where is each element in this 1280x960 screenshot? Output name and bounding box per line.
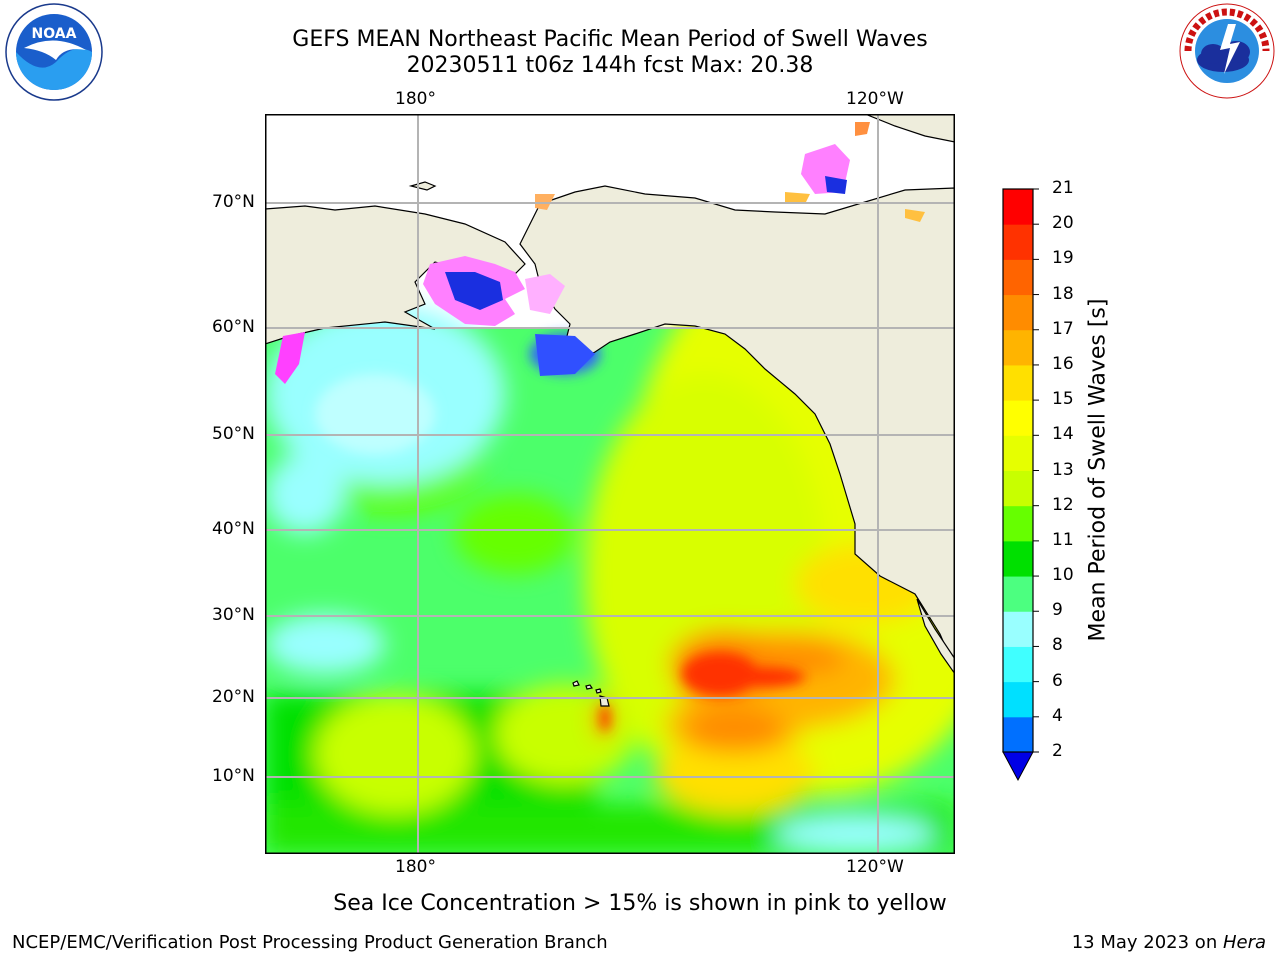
- sea-ice: [275, 122, 925, 384]
- colorbar-tick-labels: 2 4 6 8 9 10 11 12 13 14 15 16 17 18 19 20 21: [1052, 178, 1092, 790]
- colorbar-band: [1003, 505, 1033, 542]
- noaa-logo-text: NOAA: [32, 26, 77, 42]
- colorbar-band: [1003, 646, 1033, 683]
- colorbar-band: [1003, 364, 1033, 401]
- colorbar-tick-label: 15: [1052, 389, 1074, 410]
- map-frame: [265, 114, 955, 854]
- colorbar-band: [1003, 540, 1033, 577]
- colorbar-band: [1003, 576, 1033, 612]
- lat-label-30n: 30°N: [212, 605, 255, 625]
- colorbar-band: [1003, 329, 1033, 366]
- colorbar: [995, 180, 1055, 790]
- colorbar-tick-label: 21: [1052, 178, 1074, 198]
- colorbar-tick-label: 14: [1052, 424, 1074, 445]
- footer-date: 13 May 2023 on: [1071, 932, 1223, 953]
- colorbar-band: [1003, 435, 1033, 471]
- colorbar-title: Mean Period of Swell Waves [s]: [1085, 298, 1111, 642]
- colorbar-tick-label: 6: [1052, 670, 1063, 691]
- colorbar-extend-triangle: [1002, 751, 1034, 782]
- map-svg: [265, 114, 955, 854]
- colorbar-band: [1003, 259, 1033, 296]
- lon-label-bottom-120w: 120°W: [846, 857, 904, 877]
- colorbar-band: [1003, 716, 1033, 753]
- colorbar-tick-label: 19: [1052, 248, 1074, 269]
- colorbar-tick-label: 2: [1052, 741, 1063, 761]
- chart-subtitle: 20230511 t06z 144h fcst Max: 20.38: [406, 53, 814, 78]
- map-panel: [265, 114, 955, 854]
- colorbar-tick-label: 16: [1052, 353, 1074, 374]
- colorbar-band: [1003, 294, 1033, 331]
- lon-label-top-120w: 120°W: [846, 89, 904, 109]
- colorbar-tick-label: 10: [1052, 565, 1074, 586]
- lat-label-10n: 10°N: [212, 766, 255, 786]
- colorbar-svg: [1002, 188, 1039, 782]
- colorbar-tick-label: 11: [1052, 529, 1074, 550]
- colorbar-tick-label: 8: [1052, 635, 1063, 656]
- colorbar-band: [1003, 681, 1033, 718]
- colorbar-tick-label: 17: [1052, 318, 1074, 339]
- colorbar-tick-label: 13: [1052, 459, 1074, 480]
- colorbar-tick-label: 9: [1052, 600, 1063, 621]
- colorbar-band: [1003, 189, 1033, 225]
- colorbar-tick-label: 4: [1052, 705, 1063, 726]
- nws-logo: [1178, 2, 1276, 100]
- footer-right: 13 May 2023 on Hera: [1072, 932, 1266, 953]
- colorbar-band: [1003, 400, 1033, 436]
- sea-ice-caption: Sea Ice Concentration > 15% is shown in …: [333, 891, 947, 916]
- lat-label-20n: 20°N: [212, 687, 255, 707]
- lon-label-top-180: 180°: [395, 89, 436, 109]
- land: [265, 114, 955, 707]
- colorbar-tick-label: 12: [1052, 494, 1074, 515]
- footer-machine: Hera: [1222, 932, 1266, 953]
- noaa-logo: NOAA: [4, 2, 104, 102]
- footer-left: NCEP/EMC/Verification Post Processing Pr…: [12, 932, 608, 953]
- colorbar-band: [1003, 224, 1033, 260]
- colorbar-band: [1003, 470, 1033, 507]
- colorbar-band: [1003, 611, 1033, 647]
- lat-label-60n: 60°N: [212, 317, 255, 337]
- colorbar-tick-label: 20: [1052, 213, 1074, 234]
- chart-title: GEFS MEAN Northeast Pacific Mean Period …: [292, 27, 928, 52]
- map-grid: [265, 114, 955, 854]
- lon-label-bottom-180: 180°: [395, 857, 436, 877]
- lat-label-70n: 70°N: [212, 192, 255, 212]
- lat-label-50n: 50°N: [212, 424, 255, 444]
- lat-label-40n: 40°N: [212, 519, 255, 539]
- colorbar-tick-label: 18: [1052, 283, 1074, 304]
